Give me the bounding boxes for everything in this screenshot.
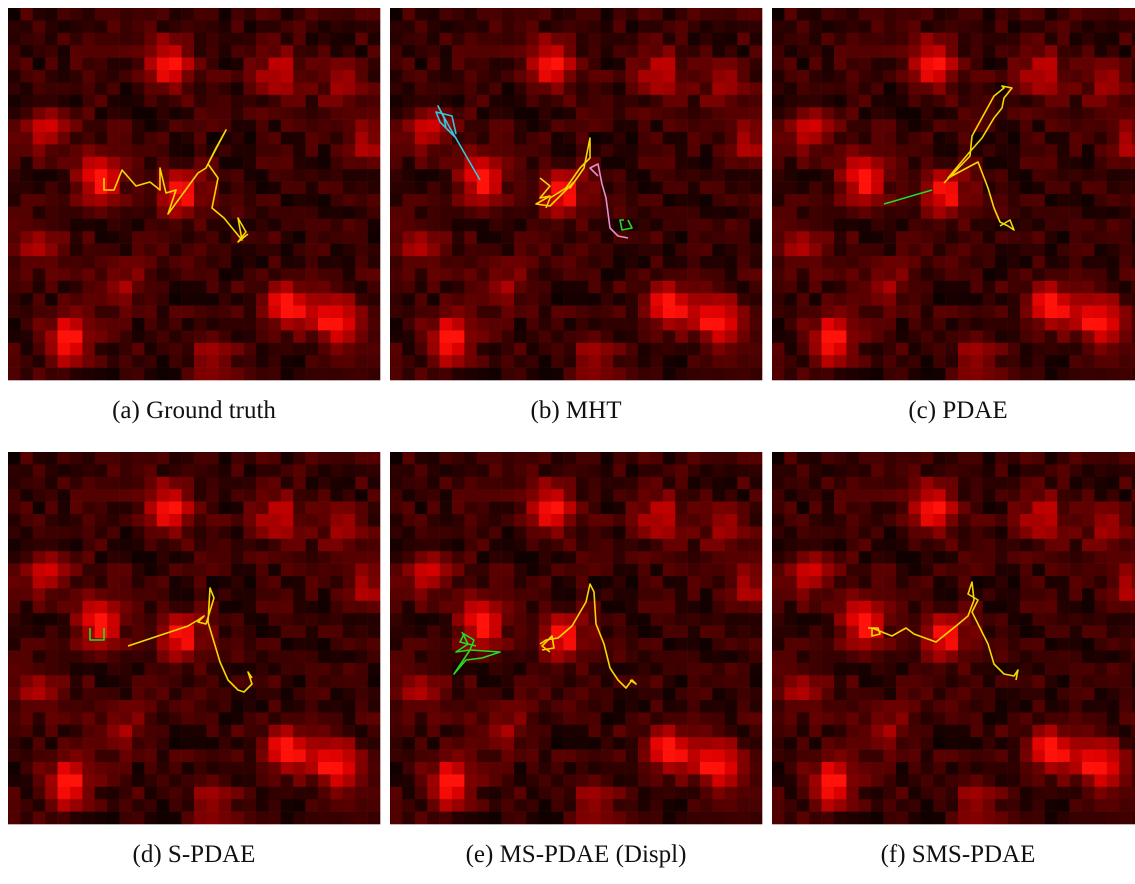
- panel-image: [772, 452, 1135, 824]
- panel-image: [390, 8, 762, 380]
- figure: (a) Ground truth (b) MHT (c) PDAE (d) S-PDA…: [0, 0, 1135, 884]
- panel-caption: (d) S-PDAE: [133, 841, 256, 868]
- panel-caption: (b) MHT: [531, 397, 622, 424]
- panel-image: [8, 8, 380, 380]
- panel: [772, 452, 1135, 824]
- panel-caption: (e) MS-PDAE (Displ): [466, 841, 687, 868]
- panel: [390, 452, 762, 824]
- panel-image: [772, 8, 1135, 380]
- panel: [390, 8, 762, 380]
- panel: [8, 8, 380, 380]
- panel-image: [390, 452, 762, 824]
- panel-image: [8, 452, 380, 824]
- panel-caption: (c) PDAE: [908, 397, 1007, 424]
- panel-caption: (f) SMS-PDAE: [881, 841, 1036, 868]
- panel-caption: (a) Ground truth: [112, 397, 276, 424]
- panel: [8, 452, 380, 824]
- page: (a) Ground truth (b) MHT (c) PDAE (d) S-PDA…: [0, 0, 1135, 884]
- panel: [772, 8, 1135, 380]
